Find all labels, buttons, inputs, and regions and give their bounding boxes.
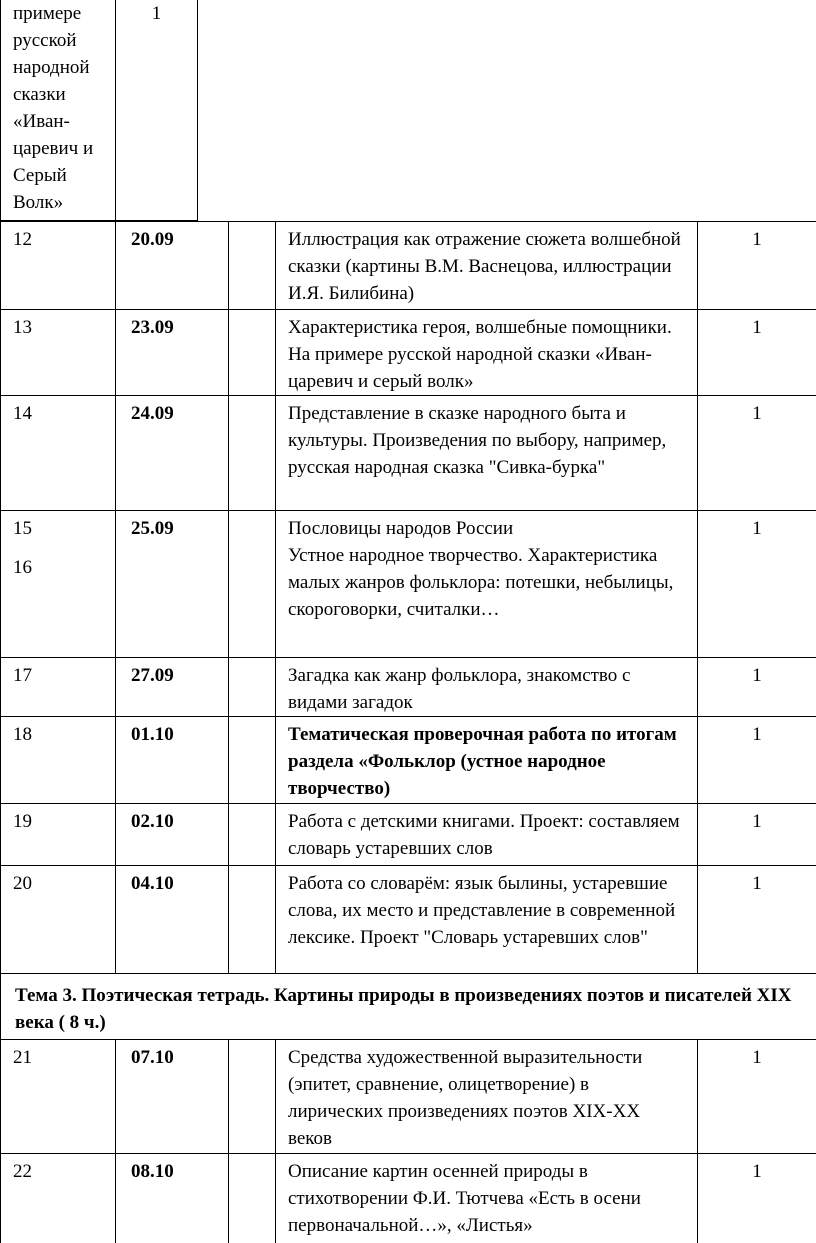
- topic-text: Средства художественной выразительности …: [288, 1046, 643, 1149]
- hours-cell: 1: [697, 308, 816, 396]
- table-row: 18 01.10 Тематическая проверочная работа п…: [0, 715, 816, 804]
- topic-text: Загадка как жанр фольклора, знакомство с…: [288, 664, 631, 713]
- number-cell: 12: [0, 220, 116, 310]
- date-cell: 23.09: [115, 308, 229, 396]
- table-row: 22 08.10 Описание картин осенней природы в…: [0, 1152, 816, 1243]
- topic-text: Работа с детскими книгами. Проект: соста…: [288, 810, 680, 859]
- topic-cell: Описание картин осенней природы в стихот…: [275, 1152, 698, 1243]
- lesson-table: 12 20.09 Иллюстрация как отражение сюжета …: [0, 220, 816, 1243]
- lesson-number: 16: [13, 556, 32, 578]
- number-cell: 19: [0, 802, 116, 866]
- table-row: 19 02.10 Работа с детскими книгами. Проект…: [0, 802, 816, 866]
- topic-cell: Иллюстрация как отражение сюжета волшебн…: [275, 220, 698, 310]
- hours-cell: 1: [697, 864, 816, 974]
- top-fragment: примере русской народной сказки «Иван-ца…: [0, 0, 198, 221]
- date-cell: 02.10: [115, 802, 229, 866]
- hours-cell: 1: [697, 802, 816, 866]
- hours-cell: 1: [697, 1152, 816, 1243]
- table-row: Тема 3. Поэтическая тетрадь. Картины при…: [0, 972, 816, 1040]
- topic-cell: Работа со словарём: язык былины, устарев…: [275, 864, 698, 974]
- lesson-number: 13: [13, 316, 32, 338]
- number-cell: 14: [0, 394, 116, 511]
- lesson-number: 19: [13, 810, 32, 832]
- empty-cell: [228, 802, 276, 866]
- number-cell: 22: [0, 1152, 116, 1243]
- date-cell: 01.10: [115, 715, 229, 804]
- topic-text: Представление в сказке народного быта и …: [288, 402, 667, 478]
- topic-cell: Средства художественной выразительности …: [275, 1038, 698, 1154]
- number-cell: 17: [0, 656, 116, 717]
- topic-cell: Представление в сказке народного быта и …: [275, 394, 698, 511]
- table-row: 15 16 25.09 Пословицы народов России Устное …: [0, 509, 816, 658]
- topic-cell: Тематическая проверочная работа по итога…: [275, 715, 698, 804]
- table-row: 20 04.10 Работа со словарём: язык былины, …: [0, 864, 816, 974]
- hours-cell: 1: [697, 1038, 816, 1154]
- topic-text: Устное народное творчество. Характеристи…: [288, 544, 674, 620]
- theme-cell: Тема 3. Поэтическая тетрадь. Картины при…: [0, 972, 816, 1040]
- date-cell: 27.09: [115, 656, 229, 717]
- topic-text: Пословицы народов России: [288, 517, 514, 539]
- hours-cell: 1: [697, 394, 816, 511]
- lesson-number: 18: [13, 723, 32, 745]
- fragment-hours: 1: [115, 0, 198, 221]
- hours-cell: 1: [697, 509, 816, 658]
- number-cell: 21: [0, 1038, 116, 1154]
- table-row: 17 27.09 Загадка как жанр фольклора, знако…: [0, 656, 816, 717]
- hours-cell: 1: [697, 715, 816, 804]
- lesson-number: 14: [13, 402, 32, 424]
- fragment-text: примере русской народной сказки «Иван-ца…: [0, 0, 116, 221]
- empty-cell: [228, 308, 276, 396]
- table-row: 21 07.10 Средства художественной выразител…: [0, 1038, 816, 1154]
- date-cell: 04.10: [115, 864, 229, 974]
- lesson-number: 20: [13, 872, 32, 894]
- lesson-number: 15: [13, 517, 32, 539]
- empty-cell: [228, 864, 276, 974]
- topic-text: Работа со словарём: язык былины, устарев…: [288, 872, 676, 948]
- topic-text: Описание картин осенней природы в стихот…: [288, 1160, 641, 1236]
- hours-cell: 1: [697, 220, 816, 310]
- date-cell: 24.09: [115, 394, 229, 511]
- lesson-number: 17: [13, 664, 32, 686]
- topic-text: Характеристика героя, волшебные помощник…: [288, 316, 672, 392]
- empty-cell: [228, 220, 276, 310]
- empty-cell: [228, 509, 276, 658]
- topic-cell: Характеристика героя, волшебные помощник…: [275, 308, 698, 396]
- table-row: 13 23.09 Характеристика героя, волшебные п…: [0, 308, 816, 396]
- empty-cell: [228, 656, 276, 717]
- topic-text: Тематическая проверочная работа по итога…: [288, 723, 677, 799]
- number-cell: 15 16: [0, 509, 116, 658]
- lesson-number: 22: [13, 1160, 32, 1182]
- topic-cell: Загадка как жанр фольклора, знакомство с…: [275, 656, 698, 717]
- date-cell: 25.09: [115, 509, 229, 658]
- number-cell: 18: [0, 715, 116, 804]
- empty-cell: [228, 394, 276, 511]
- lesson-number: 21: [13, 1046, 32, 1068]
- date-cell: 07.10: [115, 1038, 229, 1154]
- date-cell: 08.10: [115, 1152, 229, 1243]
- topic-text: Иллюстрация как отражение сюжета волшебн…: [288, 228, 681, 304]
- number-cell: 20: [0, 864, 116, 974]
- empty-cell: [228, 1152, 276, 1243]
- table-row: 14 24.09 Представление в сказке народного …: [0, 394, 816, 511]
- empty-cell: [228, 1038, 276, 1154]
- topic-cell: Пословицы народов России Устное народное …: [275, 509, 698, 658]
- hours-cell: 1: [697, 656, 816, 717]
- empty-cell: [228, 715, 276, 804]
- date-cell: 20.09: [115, 220, 229, 310]
- topic-cell: Работа с детскими книгами. Проект: соста…: [275, 802, 698, 866]
- number-cell: 13: [0, 308, 116, 396]
- table-row: 12 20.09 Иллюстрация как отражение сюжета …: [0, 220, 816, 310]
- lesson-number: 12: [13, 228, 32, 250]
